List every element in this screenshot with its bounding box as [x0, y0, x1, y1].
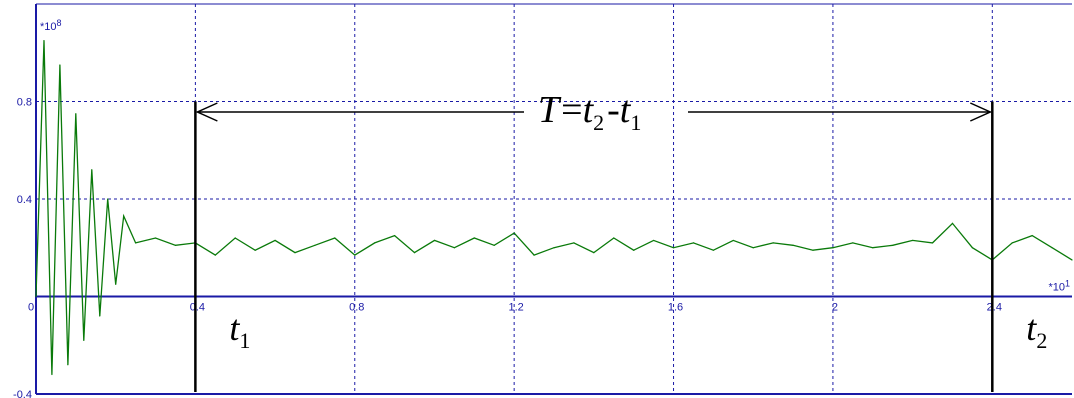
data-point [294, 252, 296, 254]
data-point [35, 295, 37, 298]
data-point [812, 249, 814, 251]
t1-label-sub: 1 [239, 328, 250, 353]
data-point [1031, 234, 1033, 237]
data-point [473, 237, 475, 239]
series-group [35, 39, 1073, 376]
data-point [107, 198, 109, 200]
data-point [135, 242, 137, 244]
data-point [413, 252, 416, 254]
formula-sub2: 2 [593, 110, 604, 135]
x-scale-label: *101 [1048, 279, 1070, 294]
data-point [314, 244, 316, 246]
grid [36, 4, 1072, 394]
data-point [912, 239, 914, 242]
data-point [772, 242, 774, 244]
data-point [67, 364, 69, 366]
formula-minus: - [607, 89, 620, 131]
data-point [951, 222, 954, 224]
data-point [832, 247, 834, 249]
data-point [234, 237, 236, 239]
data-point [692, 242, 695, 244]
y-tick-label: 0.4 [17, 194, 32, 206]
y-scale-exponent: 8 [57, 18, 62, 28]
data-point [154, 237, 157, 239]
data-point [354, 254, 356, 256]
x-tick-label: 1.6 [668, 302, 683, 314]
data-point [43, 39, 45, 42]
formula-T: T [538, 89, 562, 131]
formula-t2: t [583, 89, 595, 131]
data-point [573, 242, 575, 244]
t2-label: t2 [1026, 308, 1047, 353]
data-point [374, 242, 376, 244]
data-point [553, 247, 555, 249]
data-point [533, 254, 535, 256]
data-point [83, 339, 85, 341]
y-scale-label: *108 [40, 18, 62, 33]
data-point [1011, 242, 1013, 244]
data-point [633, 249, 635, 251]
t1-label-t: t [229, 308, 240, 348]
t2-label-sub: 2 [1036, 328, 1047, 353]
data-point [59, 64, 61, 66]
data-point [852, 242, 854, 244]
arrow-right-head [969, 102, 993, 122]
x-scale-exponent: 1 [1065, 279, 1070, 289]
data-point [593, 252, 595, 254]
x-tick-label: 0.4 [190, 302, 205, 314]
data-point [75, 113, 77, 115]
x-tick-label: 0 [28, 302, 34, 314]
series-line [35, 40, 1073, 375]
data-point [433, 239, 436, 242]
axes [35, 3, 1072, 395]
y-tick-label: 0.8 [17, 97, 32, 109]
data-point [91, 169, 93, 171]
y-tick-label: -0.4 [13, 389, 32, 398]
data-point [174, 244, 177, 246]
formula-label: T=t2-t1 [538, 89, 641, 135]
data-point [613, 237, 615, 239]
data-point [1051, 247, 1053, 249]
formula-sub1: 1 [630, 110, 641, 135]
tick-labels: 0 0.4 0.8 1.2 1.6 2 2.4 0.8 0.4 -0.4 *108 *101 [13, 18, 1070, 398]
formula-t1: t [620, 89, 632, 131]
data-point [493, 244, 495, 246]
data-point [214, 254, 216, 256]
data-point [712, 249, 714, 251]
x-tick-label: 2.4 [987, 302, 1002, 314]
data-point [453, 247, 455, 249]
data-point [892, 244, 894, 246]
data-point [123, 215, 125, 217]
x-tick-label: 0.8 [349, 302, 364, 314]
data-point [254, 249, 256, 251]
data-point [672, 247, 675, 249]
data-point [792, 244, 794, 246]
data-point [513, 232, 515, 234]
formula-eq: = [561, 89, 582, 131]
t2-label-t: t [1026, 308, 1037, 348]
x-tick-label: 1.2 [509, 302, 524, 314]
data-point [653, 239, 655, 242]
data-point [732, 239, 734, 242]
data-point [394, 234, 396, 237]
data-point [1071, 259, 1073, 261]
data-point [51, 373, 53, 376]
data-point [99, 315, 101, 317]
x-tick-label: 2 [832, 302, 838, 314]
t1-label: t1 [229, 308, 250, 353]
data-point [274, 239, 276, 242]
data-point [872, 247, 874, 249]
data-point [931, 242, 934, 244]
data-point [752, 247, 754, 249]
arrow-left-head [195, 102, 218, 122]
data-point [334, 237, 336, 239]
data-point [971, 247, 973, 249]
data-point [115, 283, 117, 285]
